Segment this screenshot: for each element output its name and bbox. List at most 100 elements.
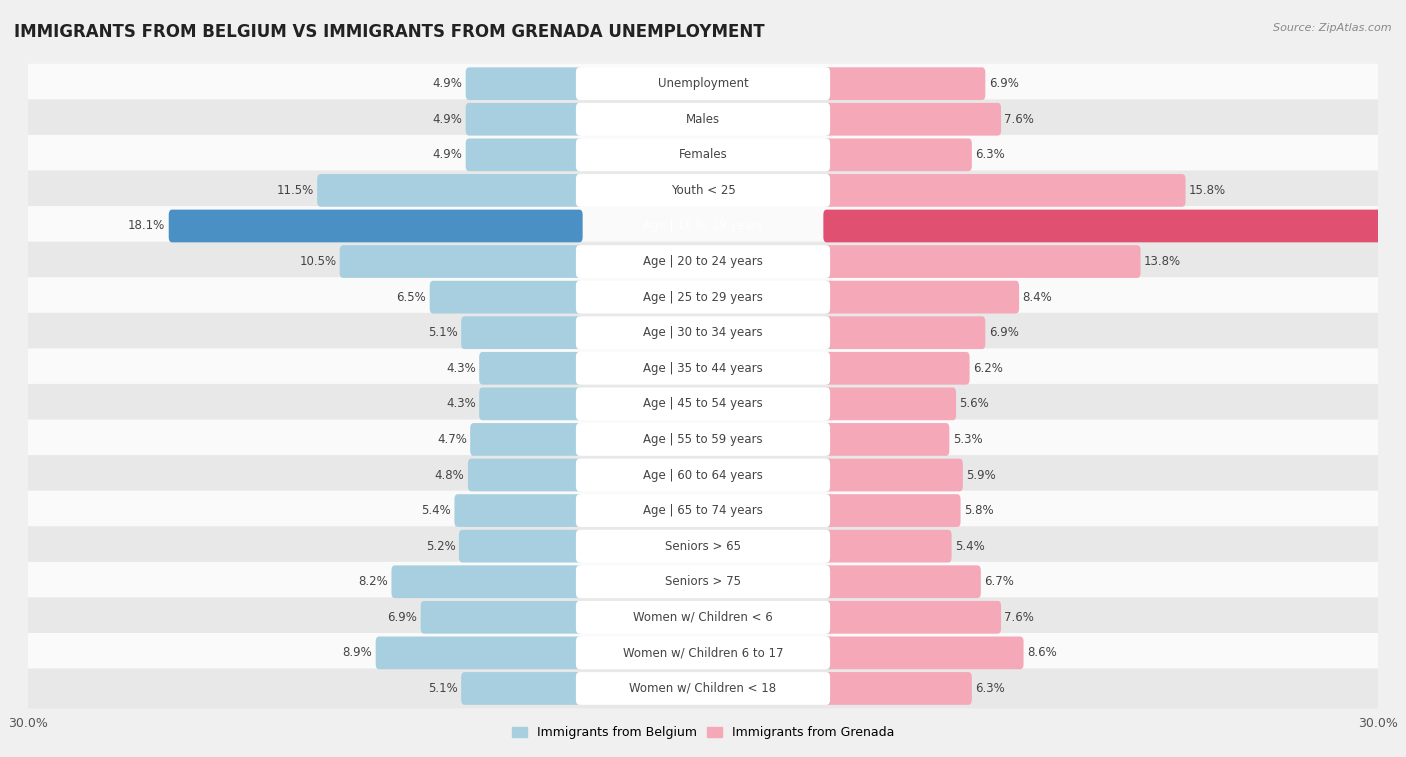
FancyBboxPatch shape [576, 637, 830, 669]
Text: 5.9%: 5.9% [966, 469, 995, 481]
Text: Age | 35 to 44 years: Age | 35 to 44 years [643, 362, 763, 375]
Text: 8.4%: 8.4% [1022, 291, 1052, 304]
Text: 5.4%: 5.4% [955, 540, 984, 553]
Text: 15.8%: 15.8% [1189, 184, 1226, 197]
Text: Women w/ Children < 18: Women w/ Children < 18 [630, 682, 776, 695]
Text: 13.8%: 13.8% [1144, 255, 1181, 268]
Text: Seniors > 65: Seniors > 65 [665, 540, 741, 553]
FancyBboxPatch shape [420, 601, 582, 634]
Text: 4.7%: 4.7% [437, 433, 467, 446]
Text: 4.3%: 4.3% [446, 362, 475, 375]
FancyBboxPatch shape [576, 139, 830, 171]
Text: Age | 60 to 64 years: Age | 60 to 64 years [643, 469, 763, 481]
Text: 18.1%: 18.1% [128, 220, 166, 232]
FancyBboxPatch shape [824, 423, 949, 456]
FancyBboxPatch shape [25, 170, 1381, 210]
FancyBboxPatch shape [25, 526, 1381, 566]
FancyBboxPatch shape [576, 388, 830, 420]
FancyBboxPatch shape [25, 419, 1381, 459]
FancyBboxPatch shape [454, 494, 582, 527]
Text: 6.2%: 6.2% [973, 362, 1002, 375]
FancyBboxPatch shape [25, 633, 1381, 673]
FancyBboxPatch shape [470, 423, 582, 456]
Text: 5.2%: 5.2% [426, 540, 456, 553]
Text: IMMIGRANTS FROM BELGIUM VS IMMIGRANTS FROM GRENADA UNEMPLOYMENT: IMMIGRANTS FROM BELGIUM VS IMMIGRANTS FR… [14, 23, 765, 41]
Text: 6.5%: 6.5% [396, 291, 426, 304]
FancyBboxPatch shape [576, 316, 830, 349]
FancyBboxPatch shape [461, 672, 582, 705]
Text: Age | 45 to 54 years: Age | 45 to 54 years [643, 397, 763, 410]
FancyBboxPatch shape [824, 637, 1024, 669]
Text: 4.8%: 4.8% [434, 469, 464, 481]
Text: Age | 30 to 34 years: Age | 30 to 34 years [643, 326, 763, 339]
FancyBboxPatch shape [169, 210, 582, 242]
FancyBboxPatch shape [25, 491, 1381, 531]
FancyBboxPatch shape [576, 67, 830, 100]
FancyBboxPatch shape [824, 103, 1001, 136]
FancyBboxPatch shape [458, 530, 582, 562]
FancyBboxPatch shape [465, 103, 582, 136]
FancyBboxPatch shape [576, 459, 830, 491]
FancyBboxPatch shape [465, 139, 582, 171]
FancyBboxPatch shape [468, 459, 582, 491]
FancyBboxPatch shape [465, 67, 582, 100]
Text: 4.9%: 4.9% [433, 148, 463, 161]
Text: Source: ZipAtlas.com: Source: ZipAtlas.com [1274, 23, 1392, 33]
FancyBboxPatch shape [824, 67, 986, 100]
Text: Age | 16 to 19 years: Age | 16 to 19 years [643, 220, 763, 232]
FancyBboxPatch shape [479, 352, 582, 385]
FancyBboxPatch shape [25, 313, 1381, 353]
FancyBboxPatch shape [824, 672, 972, 705]
FancyBboxPatch shape [25, 64, 1381, 104]
Text: 8.9%: 8.9% [343, 646, 373, 659]
FancyBboxPatch shape [340, 245, 582, 278]
FancyBboxPatch shape [576, 494, 830, 527]
FancyBboxPatch shape [576, 423, 830, 456]
FancyBboxPatch shape [824, 316, 986, 349]
FancyBboxPatch shape [824, 459, 963, 491]
Text: Seniors > 75: Seniors > 75 [665, 575, 741, 588]
FancyBboxPatch shape [25, 384, 1381, 424]
FancyBboxPatch shape [391, 565, 582, 598]
FancyBboxPatch shape [824, 245, 1140, 278]
FancyBboxPatch shape [824, 601, 1001, 634]
Text: 11.5%: 11.5% [277, 184, 314, 197]
Text: Age | 65 to 74 years: Age | 65 to 74 years [643, 504, 763, 517]
FancyBboxPatch shape [824, 565, 981, 598]
Text: 5.4%: 5.4% [422, 504, 451, 517]
FancyBboxPatch shape [25, 455, 1381, 495]
Text: 8.2%: 8.2% [359, 575, 388, 588]
Text: Females: Females [679, 148, 727, 161]
FancyBboxPatch shape [430, 281, 582, 313]
Text: Unemployment: Unemployment [658, 77, 748, 90]
Text: 4.9%: 4.9% [433, 77, 463, 90]
FancyBboxPatch shape [824, 174, 1185, 207]
FancyBboxPatch shape [375, 637, 582, 669]
FancyBboxPatch shape [461, 316, 582, 349]
Text: 10.5%: 10.5% [299, 255, 336, 268]
FancyBboxPatch shape [25, 562, 1381, 602]
Text: 4.3%: 4.3% [446, 397, 475, 410]
Text: 6.9%: 6.9% [988, 326, 1018, 339]
Text: 5.6%: 5.6% [959, 397, 990, 410]
Text: 5.1%: 5.1% [427, 326, 458, 339]
Text: Women w/ Children < 6: Women w/ Children < 6 [633, 611, 773, 624]
Text: 4.9%: 4.9% [433, 113, 463, 126]
Text: 6.7%: 6.7% [984, 575, 1014, 588]
FancyBboxPatch shape [479, 388, 582, 420]
Text: Women w/ Children 6 to 17: Women w/ Children 6 to 17 [623, 646, 783, 659]
Text: 5.1%: 5.1% [427, 682, 458, 695]
Text: 6.3%: 6.3% [976, 148, 1005, 161]
Text: 7.6%: 7.6% [1004, 611, 1035, 624]
FancyBboxPatch shape [824, 388, 956, 420]
Text: Age | 25 to 29 years: Age | 25 to 29 years [643, 291, 763, 304]
FancyBboxPatch shape [576, 352, 830, 385]
Text: 7.6%: 7.6% [1004, 113, 1035, 126]
FancyBboxPatch shape [824, 352, 970, 385]
FancyBboxPatch shape [25, 348, 1381, 388]
Text: 6.3%: 6.3% [976, 682, 1005, 695]
FancyBboxPatch shape [25, 241, 1381, 282]
Text: Youth < 25: Youth < 25 [671, 184, 735, 197]
Legend: Immigrants from Belgium, Immigrants from Grenada: Immigrants from Belgium, Immigrants from… [506, 721, 900, 744]
FancyBboxPatch shape [25, 135, 1381, 175]
